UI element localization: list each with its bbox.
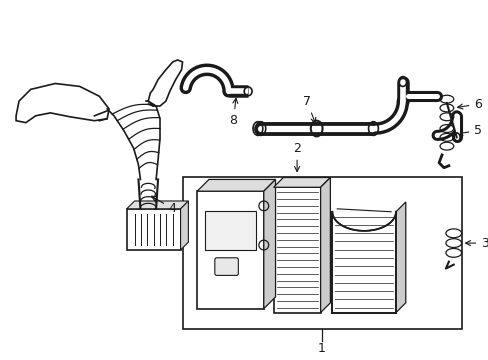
Polygon shape xyxy=(180,201,188,250)
Text: 7: 7 xyxy=(302,95,315,123)
Polygon shape xyxy=(126,201,188,209)
Bar xyxy=(273,187,320,312)
Text: 6: 6 xyxy=(457,98,481,111)
Text: 4: 4 xyxy=(151,196,176,215)
Text: 1: 1 xyxy=(318,342,325,355)
Polygon shape xyxy=(273,177,330,187)
Polygon shape xyxy=(395,202,405,312)
Polygon shape xyxy=(197,179,275,191)
Bar xyxy=(197,191,263,309)
Text: 8: 8 xyxy=(229,98,237,127)
Text: 5: 5 xyxy=(457,124,481,137)
FancyBboxPatch shape xyxy=(214,258,238,275)
Polygon shape xyxy=(263,179,275,309)
Polygon shape xyxy=(320,177,330,312)
Text: 2: 2 xyxy=(292,141,301,171)
Text: 3: 3 xyxy=(465,237,488,249)
Bar xyxy=(182,177,461,329)
Bar xyxy=(332,212,395,312)
Polygon shape xyxy=(332,212,395,231)
Bar xyxy=(126,209,180,250)
Bar xyxy=(204,211,255,250)
